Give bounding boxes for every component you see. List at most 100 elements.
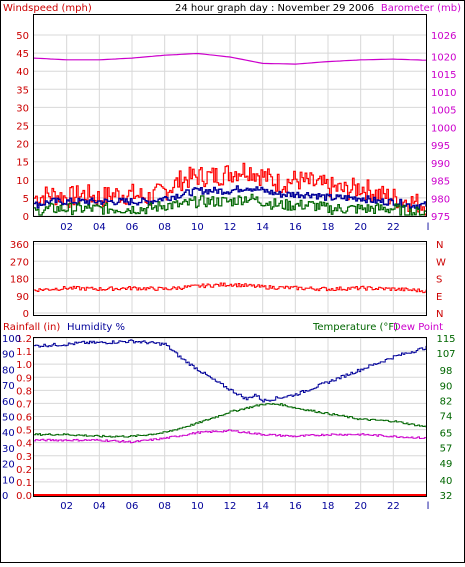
temp-tick-label: 40: [440, 476, 453, 487]
series-barometer: [33, 52, 427, 65]
x-tick-label: 20: [354, 222, 367, 233]
x-tick-label: 16: [289, 501, 302, 512]
panel1-lines: [33, 52, 427, 216]
y-left-tick-label: 0: [23, 212, 29, 223]
x-tick-label: 12: [224, 501, 237, 512]
x-tick-label: 08: [158, 501, 171, 512]
x-tick-label: 10: [191, 501, 204, 512]
dewpoint-label: Dew Point: [393, 322, 443, 333]
humidity-tick-label: 10: [2, 475, 15, 486]
y-left-tick-label: 5: [23, 194, 29, 205]
y-right-tick-label: 1005: [431, 106, 456, 117]
y-left-tick-label: 25: [16, 122, 29, 133]
rain-tick-label: 0.5: [16, 426, 32, 437]
rain-tick-label: 0.8: [16, 386, 32, 397]
x-tick-label: 04: [93, 222, 106, 233]
y-right-tick-label: 980: [431, 194, 450, 205]
humidity-tick-label: 20: [2, 460, 15, 471]
humidity-label: Humidity %: [67, 322, 125, 333]
y-left-tick-label: 360: [10, 240, 29, 251]
rain-tick-label: 1.0: [16, 360, 32, 371]
y-left-tick-label: 90: [16, 292, 29, 303]
rain-tick-label: 1.1: [16, 347, 32, 358]
temp-tick-label: 98: [440, 366, 453, 377]
temp-tick-label: 32: [440, 491, 453, 502]
humidity-tick-label: 80: [2, 365, 15, 376]
series-temperature: [34, 403, 427, 438]
rain-tick-label: 0.3: [16, 452, 32, 463]
y-left-tick-label: 20: [16, 140, 29, 151]
temperature-label: Temperature (°F): [312, 322, 398, 333]
x-tick-label: 04: [93, 501, 106, 512]
x-tick-label: 12: [224, 222, 237, 233]
humidity-tick-label: 60: [2, 397, 15, 408]
panel1-axes: 0510152025303540455097598098599099510001…: [16, 31, 456, 233]
x-tick-label: 16: [289, 222, 302, 233]
y-right-tick-label: 995: [431, 141, 450, 152]
y-right-tick-label: 1015: [431, 70, 456, 81]
y-left-tick-label: 30: [16, 103, 29, 114]
humidity-tick-label: 90: [2, 350, 15, 361]
temp-tick-label: 82: [440, 396, 453, 407]
panel2-grid: [34, 243, 426, 314]
y-right-tick-label: 975: [431, 212, 450, 223]
x-tick-label: 14: [256, 501, 269, 512]
x-tick-label: 18: [322, 222, 335, 233]
y-left-tick-label: 35: [16, 85, 29, 96]
y-left-tick-label: 270: [10, 257, 29, 268]
rainfall-label: Rainfall (in): [3, 322, 60, 333]
rain-tick-label: 0.6: [16, 413, 32, 424]
temp-tick-label: 57: [440, 444, 453, 455]
temp-tick-label: 115: [436, 334, 455, 345]
compass-label: N: [436, 309, 443, 320]
panel2-frame: [33, 241, 427, 316]
panel3-lines: [34, 339, 427, 496]
panel1-frame: [33, 14, 427, 217]
rain-tick-label: 0.1: [16, 478, 32, 489]
compass-label: S: [436, 275, 442, 286]
series-dew-point: [34, 429, 427, 444]
x-tick-label: 06: [126, 501, 139, 512]
panel3-frame: [33, 337, 427, 497]
rain-tick-label: 0.0: [16, 491, 32, 502]
temp-tick-label: 107: [436, 349, 455, 360]
rain-tick-label: 0.4: [16, 439, 32, 450]
left-axis-title: Windspeed (mph): [3, 3, 92, 14]
panel2-lines: [34, 282, 427, 294]
y-right-tick-label: 1026: [431, 31, 456, 42]
series-wind-direction: [34, 282, 427, 294]
y-right-tick-label: 1010: [431, 88, 456, 99]
chart-title: 24 hour graph day : November 29 2006: [175, 3, 374, 14]
compass-label: N: [436, 240, 443, 251]
series-blue: [34, 185, 427, 210]
x-tick-label: 02: [60, 501, 73, 512]
humidity-tick-label: 50: [2, 413, 15, 424]
compass-label: E: [436, 292, 442, 303]
humidity-tick-label: 100: [2, 334, 21, 345]
y-left-tick-label: 15: [16, 158, 29, 169]
y-left-tick-label: 45: [16, 49, 29, 60]
humidity-tick-label: 40: [2, 428, 15, 439]
x-tick-label: 10: [191, 222, 204, 233]
panel3-axes: 0.0 0.1 0.2 0.3 0.4 0.5 0.6 0.7 0.8 0.9 1.0 1.1 1.2 0…: [2, 334, 456, 512]
temp-tick-label: 49: [440, 459, 453, 470]
y-left-tick-label: 0: [23, 309, 29, 320]
humidity-tick-label: 30: [2, 444, 15, 455]
y-left-tick-label: 50: [16, 31, 29, 42]
y-right-tick-label: 990: [431, 159, 450, 170]
series-humidity: [34, 339, 427, 403]
temp-tick-label: 65: [440, 429, 453, 440]
x-tick-label: 20: [354, 501, 367, 512]
y-right-tick-label: 985: [431, 177, 450, 188]
x-end-tick-label: l: [427, 222, 430, 233]
y-left-tick-label: 10: [16, 176, 29, 187]
series-green: [34, 193, 427, 216]
x-tick-label: 06: [126, 222, 139, 233]
rain-tick-label: 1.2: [16, 334, 32, 345]
x-tick-label: 18: [322, 501, 335, 512]
right-axis-title: Barometer (mb): [381, 3, 461, 14]
